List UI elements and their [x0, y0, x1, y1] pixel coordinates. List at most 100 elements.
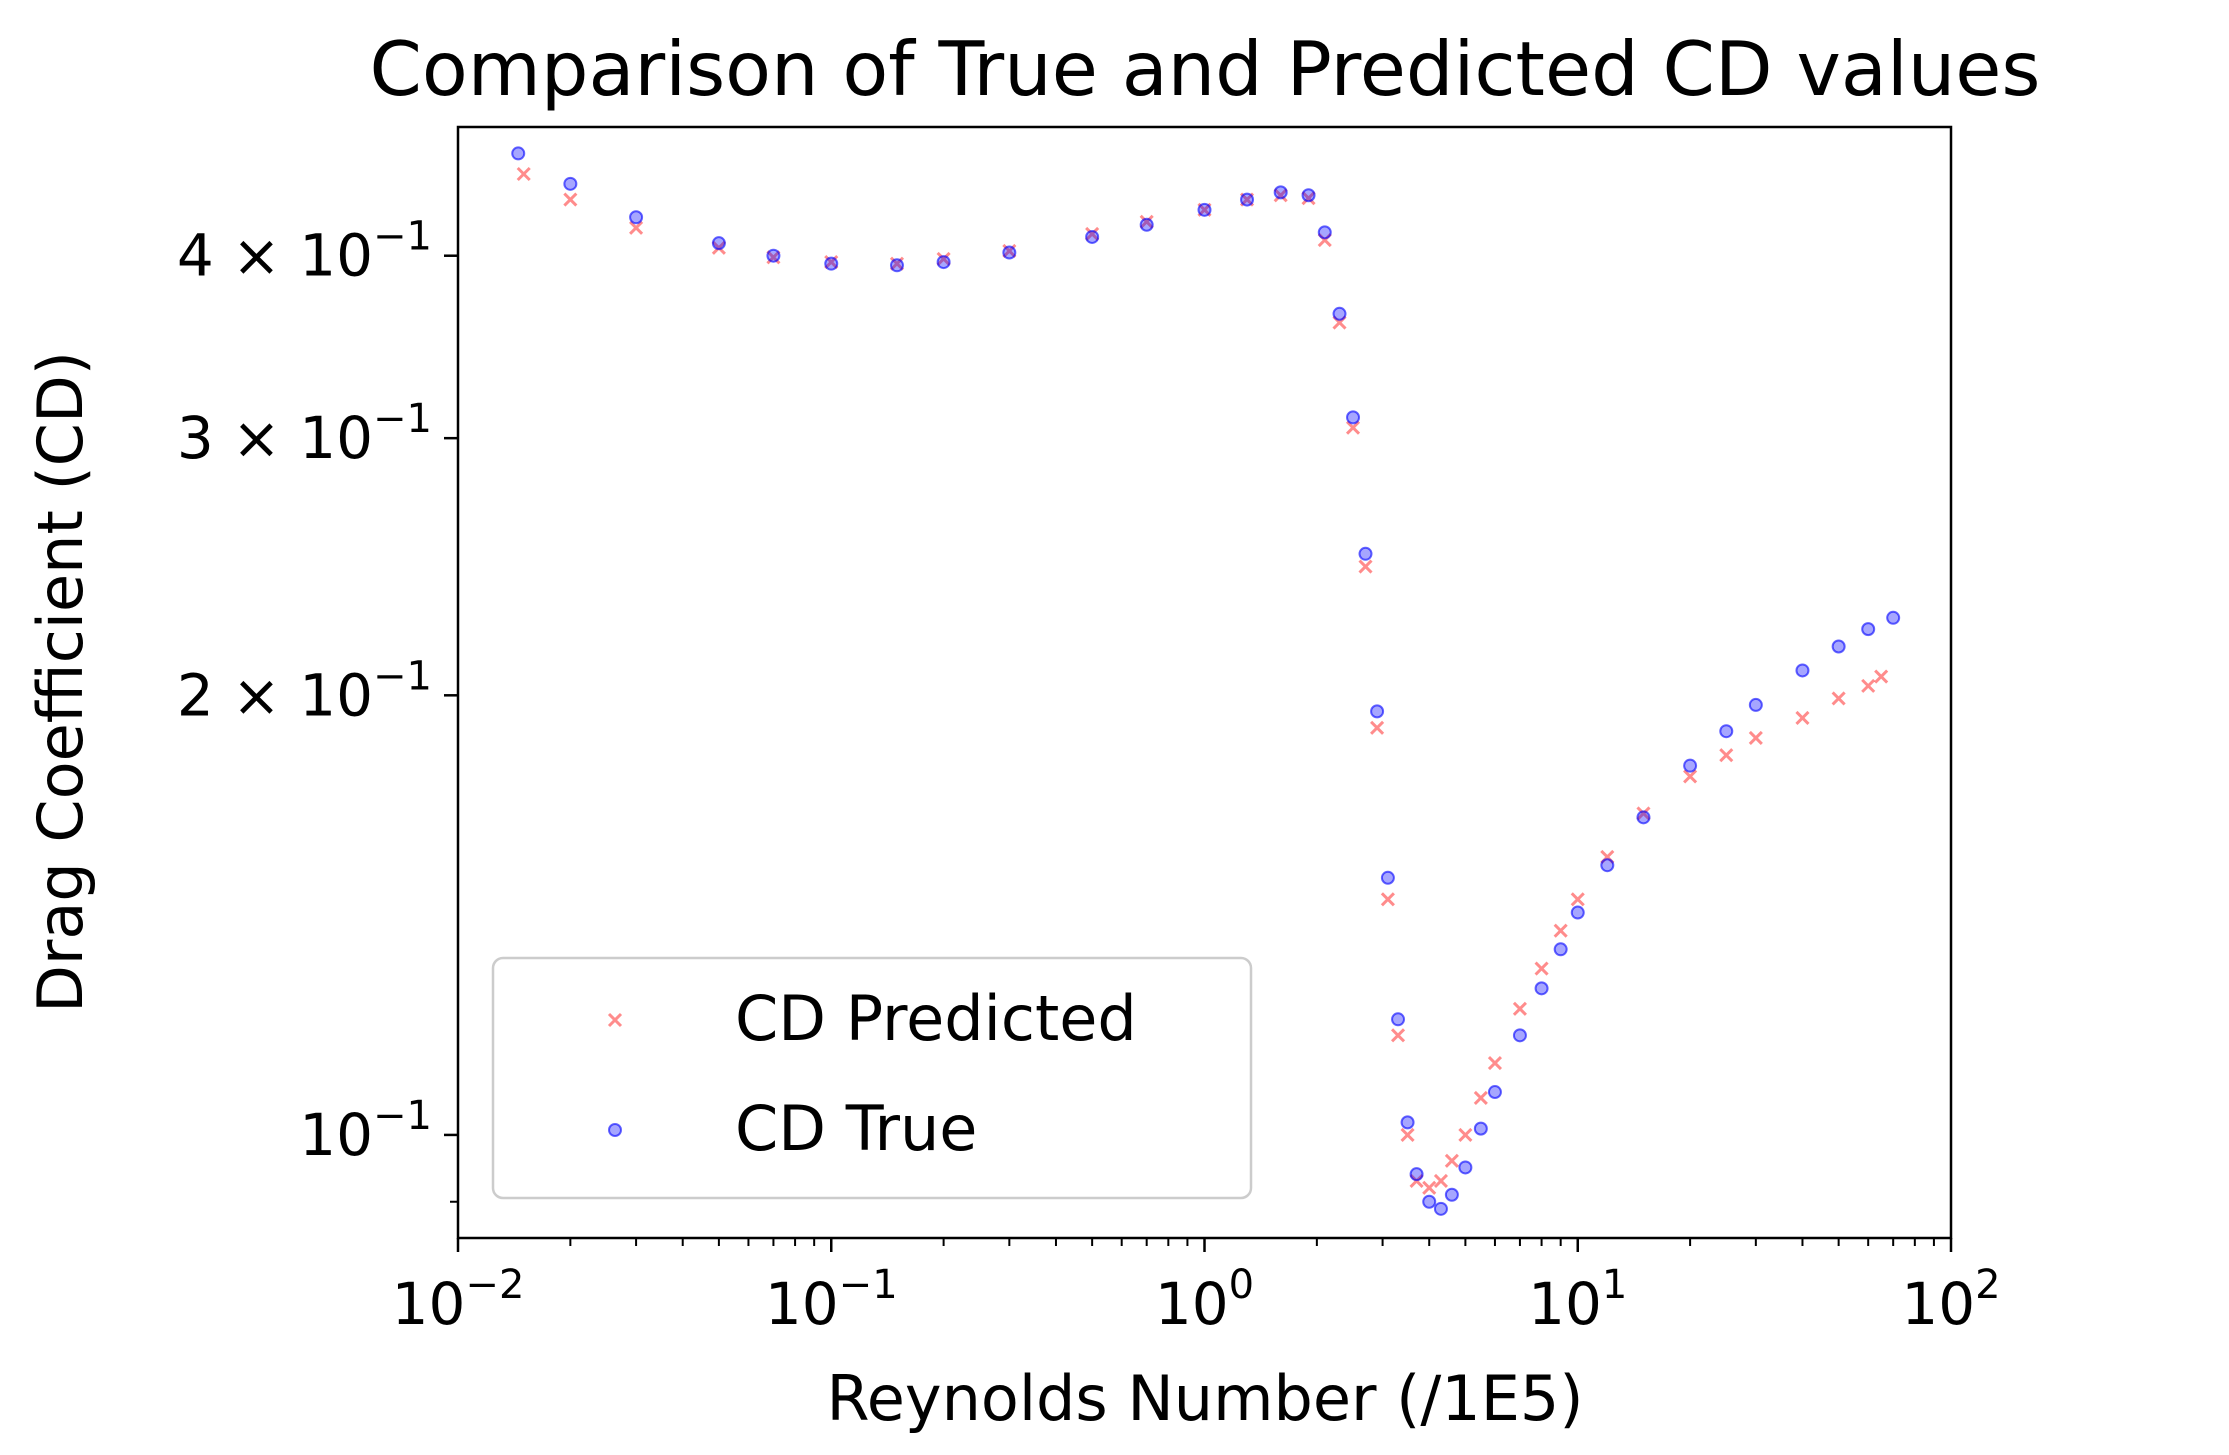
predicted-point	[1345, 420, 1361, 435]
legend-o-marker	[608, 1123, 622, 1137]
true-point	[1409, 1167, 1424, 1182]
legend-marker-true	[608, 1123, 622, 1137]
predicted-point	[1139, 214, 1154, 229]
predicted-point	[1400, 1127, 1415, 1142]
true-point	[1332, 306, 1347, 321]
x-axis-label: Reynolds Number (/1E5)	[826, 1362, 1583, 1435]
x-axis-ticks: 10−2 10−1 100 101 102	[392, 1238, 2001, 1338]
true-point	[1444, 1187, 1459, 1202]
true-point	[1400, 1115, 1415, 1130]
predicted-point	[1636, 806, 1651, 821]
predicted-point	[1085, 226, 1100, 241]
true-point	[1240, 192, 1255, 207]
predicted-point	[1795, 710, 1810, 725]
x-tick-label: 100	[1155, 1262, 1254, 1338]
y-tick-label: 3 × 10−1	[177, 396, 432, 472]
true-point	[1473, 1121, 1488, 1136]
true-point	[1719, 724, 1734, 739]
true-point	[1600, 858, 1615, 873]
predicted-point	[1534, 961, 1549, 976]
predicted-point	[1553, 923, 1568, 938]
true-point	[1748, 697, 1763, 712]
x-tick-label: 101	[1528, 1262, 1627, 1338]
predicted-point	[1433, 1173, 1449, 1189]
true-point	[1085, 229, 1100, 244]
predicted-point	[936, 251, 951, 266]
predicted-point	[711, 240, 726, 255]
legend: CD Predicted CD True	[491, 956, 1253, 1200]
true-point	[511, 146, 526, 161]
true-point	[1512, 1028, 1527, 1043]
true-point	[1534, 981, 1549, 996]
predicted-point	[629, 220, 644, 235]
true-point	[1683, 758, 1698, 773]
x-tick-label: 102	[1901, 1262, 2000, 1338]
predicted-point	[1422, 1180, 1437, 1195]
true-point	[1553, 942, 1568, 957]
true-point	[1358, 546, 1373, 561]
true-point	[1831, 639, 1846, 654]
y-tick-label: 4 × 10−1	[177, 214, 432, 290]
predicted-point	[516, 166, 531, 182]
data-series-layer	[511, 146, 1901, 1216]
predicted-point	[1370, 720, 1385, 735]
true-point	[1391, 1012, 1406, 1027]
true-point	[1487, 1085, 1502, 1100]
series-true	[511, 146, 1901, 1216]
predicted-point	[1874, 669, 1889, 684]
true-point	[1370, 704, 1385, 719]
true-point	[711, 236, 726, 251]
legend-marker-predicted	[607, 1012, 623, 1028]
predicted-point	[1301, 191, 1316, 206]
true-point	[1433, 1201, 1448, 1216]
true-point	[1380, 870, 1395, 885]
true-point	[1317, 225, 1332, 240]
true-point	[1570, 905, 1585, 920]
legend-frame	[491, 956, 1253, 1200]
y-axis-label: Drag Coefficient (CD)	[24, 351, 97, 1013]
predicted-point	[1831, 691, 1846, 706]
predicted-point	[1473, 1090, 1488, 1106]
y-axis-ticks: 4 × 10−1 3 × 10−1 2 × 10−1 10−1	[177, 214, 458, 1203]
true-point	[1301, 188, 1316, 203]
predicted-point	[1273, 188, 1288, 203]
true-point	[1636, 810, 1651, 825]
true-point	[1002, 245, 1017, 260]
y-tick-label: 10−1	[299, 1093, 432, 1169]
true-point	[563, 176, 578, 191]
predicted-point	[1380, 892, 1395, 907]
predicted-point	[563, 192, 578, 207]
predicted-point	[1444, 1153, 1459, 1168]
true-point	[824, 256, 839, 271]
true-point	[1139, 217, 1154, 232]
predicted-point	[1487, 1055, 1503, 1071]
predicted-point	[1861, 678, 1876, 693]
true-point	[1422, 1194, 1437, 1209]
true-point	[936, 255, 951, 270]
true-point	[766, 248, 781, 263]
legend-label-true: CD True	[735, 1092, 977, 1165]
true-point	[1458, 1160, 1473, 1175]
x-tick-label: 10−2	[392, 1262, 525, 1338]
true-point	[889, 258, 904, 273]
true-point	[1886, 610, 1901, 625]
true-point	[1273, 185, 1288, 200]
predicted-point	[1458, 1127, 1473, 1142]
predicted-point	[1358, 559, 1373, 574]
true-point	[1197, 202, 1212, 217]
predicted-point	[1390, 1028, 1406, 1043]
predicted-point	[1570, 892, 1585, 907]
predicted-point	[1512, 1001, 1527, 1016]
true-point	[629, 210, 644, 225]
true-point	[1795, 663, 1810, 678]
true-point	[1346, 410, 1361, 425]
predicted-point	[1719, 748, 1734, 763]
legend-x-marker	[607, 1012, 623, 1028]
true-point	[1861, 622, 1876, 637]
legend-label-predicted: CD Predicted	[735, 982, 1137, 1055]
predicted-point	[1748, 730, 1763, 746]
x-tick-label: 10−1	[765, 1262, 898, 1338]
predicted-point	[1683, 769, 1698, 784]
y-tick-label: 2 × 10−1	[177, 653, 432, 729]
